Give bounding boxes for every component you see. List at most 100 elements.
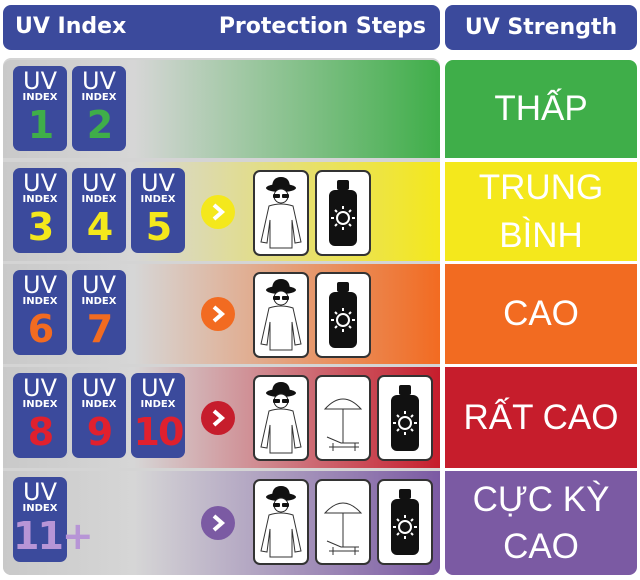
protection-icon xyxy=(253,272,309,358)
icon-part xyxy=(348,209,352,213)
icon-part xyxy=(273,296,280,300)
icon-part xyxy=(329,180,357,246)
protection-title: Protection Steps xyxy=(218,14,426,39)
badge-label: INDEX xyxy=(81,194,117,205)
strength-title: UV Strength xyxy=(464,15,618,40)
icon-part xyxy=(260,305,302,351)
icon-part xyxy=(331,206,355,230)
uv-number: 1 xyxy=(27,103,54,147)
uv-number: 8 xyxy=(27,410,54,454)
icon-part xyxy=(260,279,302,351)
icon-part xyxy=(273,399,280,403)
icon-part xyxy=(329,190,357,246)
icon-part xyxy=(212,514,226,532)
icon-part xyxy=(348,223,352,227)
icon-part xyxy=(337,282,349,292)
icon-part xyxy=(399,489,411,499)
protection-icon xyxy=(315,272,371,358)
badge-label: INDEX xyxy=(81,92,117,103)
strength-label: THẤP xyxy=(494,89,588,129)
badge-label: INDEX xyxy=(140,194,176,205)
icon-part xyxy=(282,296,289,300)
icon-part xyxy=(272,279,290,290)
uv-index-title: UV Index xyxy=(15,14,127,39)
arrow xyxy=(201,506,235,540)
icon-part xyxy=(260,486,302,558)
uv-number: 2 xyxy=(86,103,113,147)
badge-label: UV xyxy=(82,67,116,95)
icon-part xyxy=(272,177,290,188)
uv-strength: THẤP xyxy=(445,60,637,158)
badge-label: UV xyxy=(82,374,116,402)
strength-label: RẤT CAO xyxy=(463,397,619,437)
badge-label: UV xyxy=(141,374,175,402)
icon-part xyxy=(329,292,357,348)
icon-part xyxy=(282,194,289,198)
uv-number: 6 xyxy=(27,307,54,351)
badge-label: INDEX xyxy=(22,503,58,514)
badge-label: UV xyxy=(23,271,57,299)
icon-part xyxy=(323,502,363,514)
protection-icon xyxy=(253,479,309,565)
icon-part xyxy=(396,518,400,522)
icon-part xyxy=(323,398,363,451)
uv-strength: TRUNG BÌNH xyxy=(445,162,637,261)
icon-part xyxy=(260,203,302,249)
icon-part xyxy=(348,311,352,315)
badge-label: UV xyxy=(82,271,116,299)
icon-part xyxy=(336,313,350,327)
icon-part xyxy=(391,385,419,451)
icon-part xyxy=(410,414,414,418)
uv-badge: UV INDEX 4 xyxy=(72,168,126,253)
icon-part xyxy=(212,408,226,427)
uv-number: 5 xyxy=(145,205,172,249)
icon-part xyxy=(272,486,290,497)
uv-strength: CAO xyxy=(445,264,637,364)
uv-badge: UV INDEX 6 xyxy=(13,270,67,355)
header-right: UV Strength xyxy=(445,5,637,50)
icon-part xyxy=(212,514,226,532)
icon-part xyxy=(334,209,338,213)
uv-number: 7 xyxy=(86,307,113,351)
uv-strength: RẤT CAO xyxy=(445,367,637,468)
protection-icon xyxy=(377,479,433,565)
badge-label: UV xyxy=(23,478,57,506)
uv-badge: UV INDEX 5 xyxy=(131,168,185,253)
strength-label: TRUNG BÌNH xyxy=(478,168,604,255)
badge-label: UV xyxy=(23,67,57,95)
icon-part xyxy=(282,399,289,403)
uv-badge: UV INDEX 1 xyxy=(13,66,67,151)
icon-part xyxy=(326,436,359,451)
icon-part xyxy=(272,382,290,393)
row-band xyxy=(3,60,440,158)
icon-part xyxy=(212,408,226,427)
icon-part xyxy=(212,202,226,221)
arrow xyxy=(201,400,235,435)
header-left: UV Index Protection Steps xyxy=(3,5,440,50)
icon-part xyxy=(260,512,302,558)
icon-part xyxy=(282,503,289,507)
uv-badge: UV INDEX 7 xyxy=(72,270,126,355)
uv-badge: UV INDEX 11+ xyxy=(13,477,94,562)
icon-part xyxy=(273,503,280,507)
icon-part xyxy=(337,180,349,190)
icon-part xyxy=(398,520,412,534)
icon-part xyxy=(323,502,363,555)
icon-part xyxy=(391,499,419,555)
uv-number: 4 xyxy=(86,205,113,249)
badge-label: INDEX xyxy=(81,399,117,410)
icon-part xyxy=(326,540,359,555)
icon-part xyxy=(212,202,226,221)
icon-part xyxy=(334,223,338,227)
icon-part xyxy=(410,518,414,522)
badge-label: UV xyxy=(23,374,57,402)
uv-number: 3 xyxy=(27,205,54,249)
icon-part xyxy=(391,489,419,555)
badge-label: INDEX xyxy=(140,399,176,410)
icon-part xyxy=(212,305,226,323)
uv-badge: UV INDEX 9 xyxy=(72,373,126,458)
uv-strength: CỰC KỲ CAO xyxy=(445,471,637,575)
icon-part xyxy=(393,411,417,435)
protection-icon xyxy=(377,375,433,461)
icon-part xyxy=(396,414,400,418)
